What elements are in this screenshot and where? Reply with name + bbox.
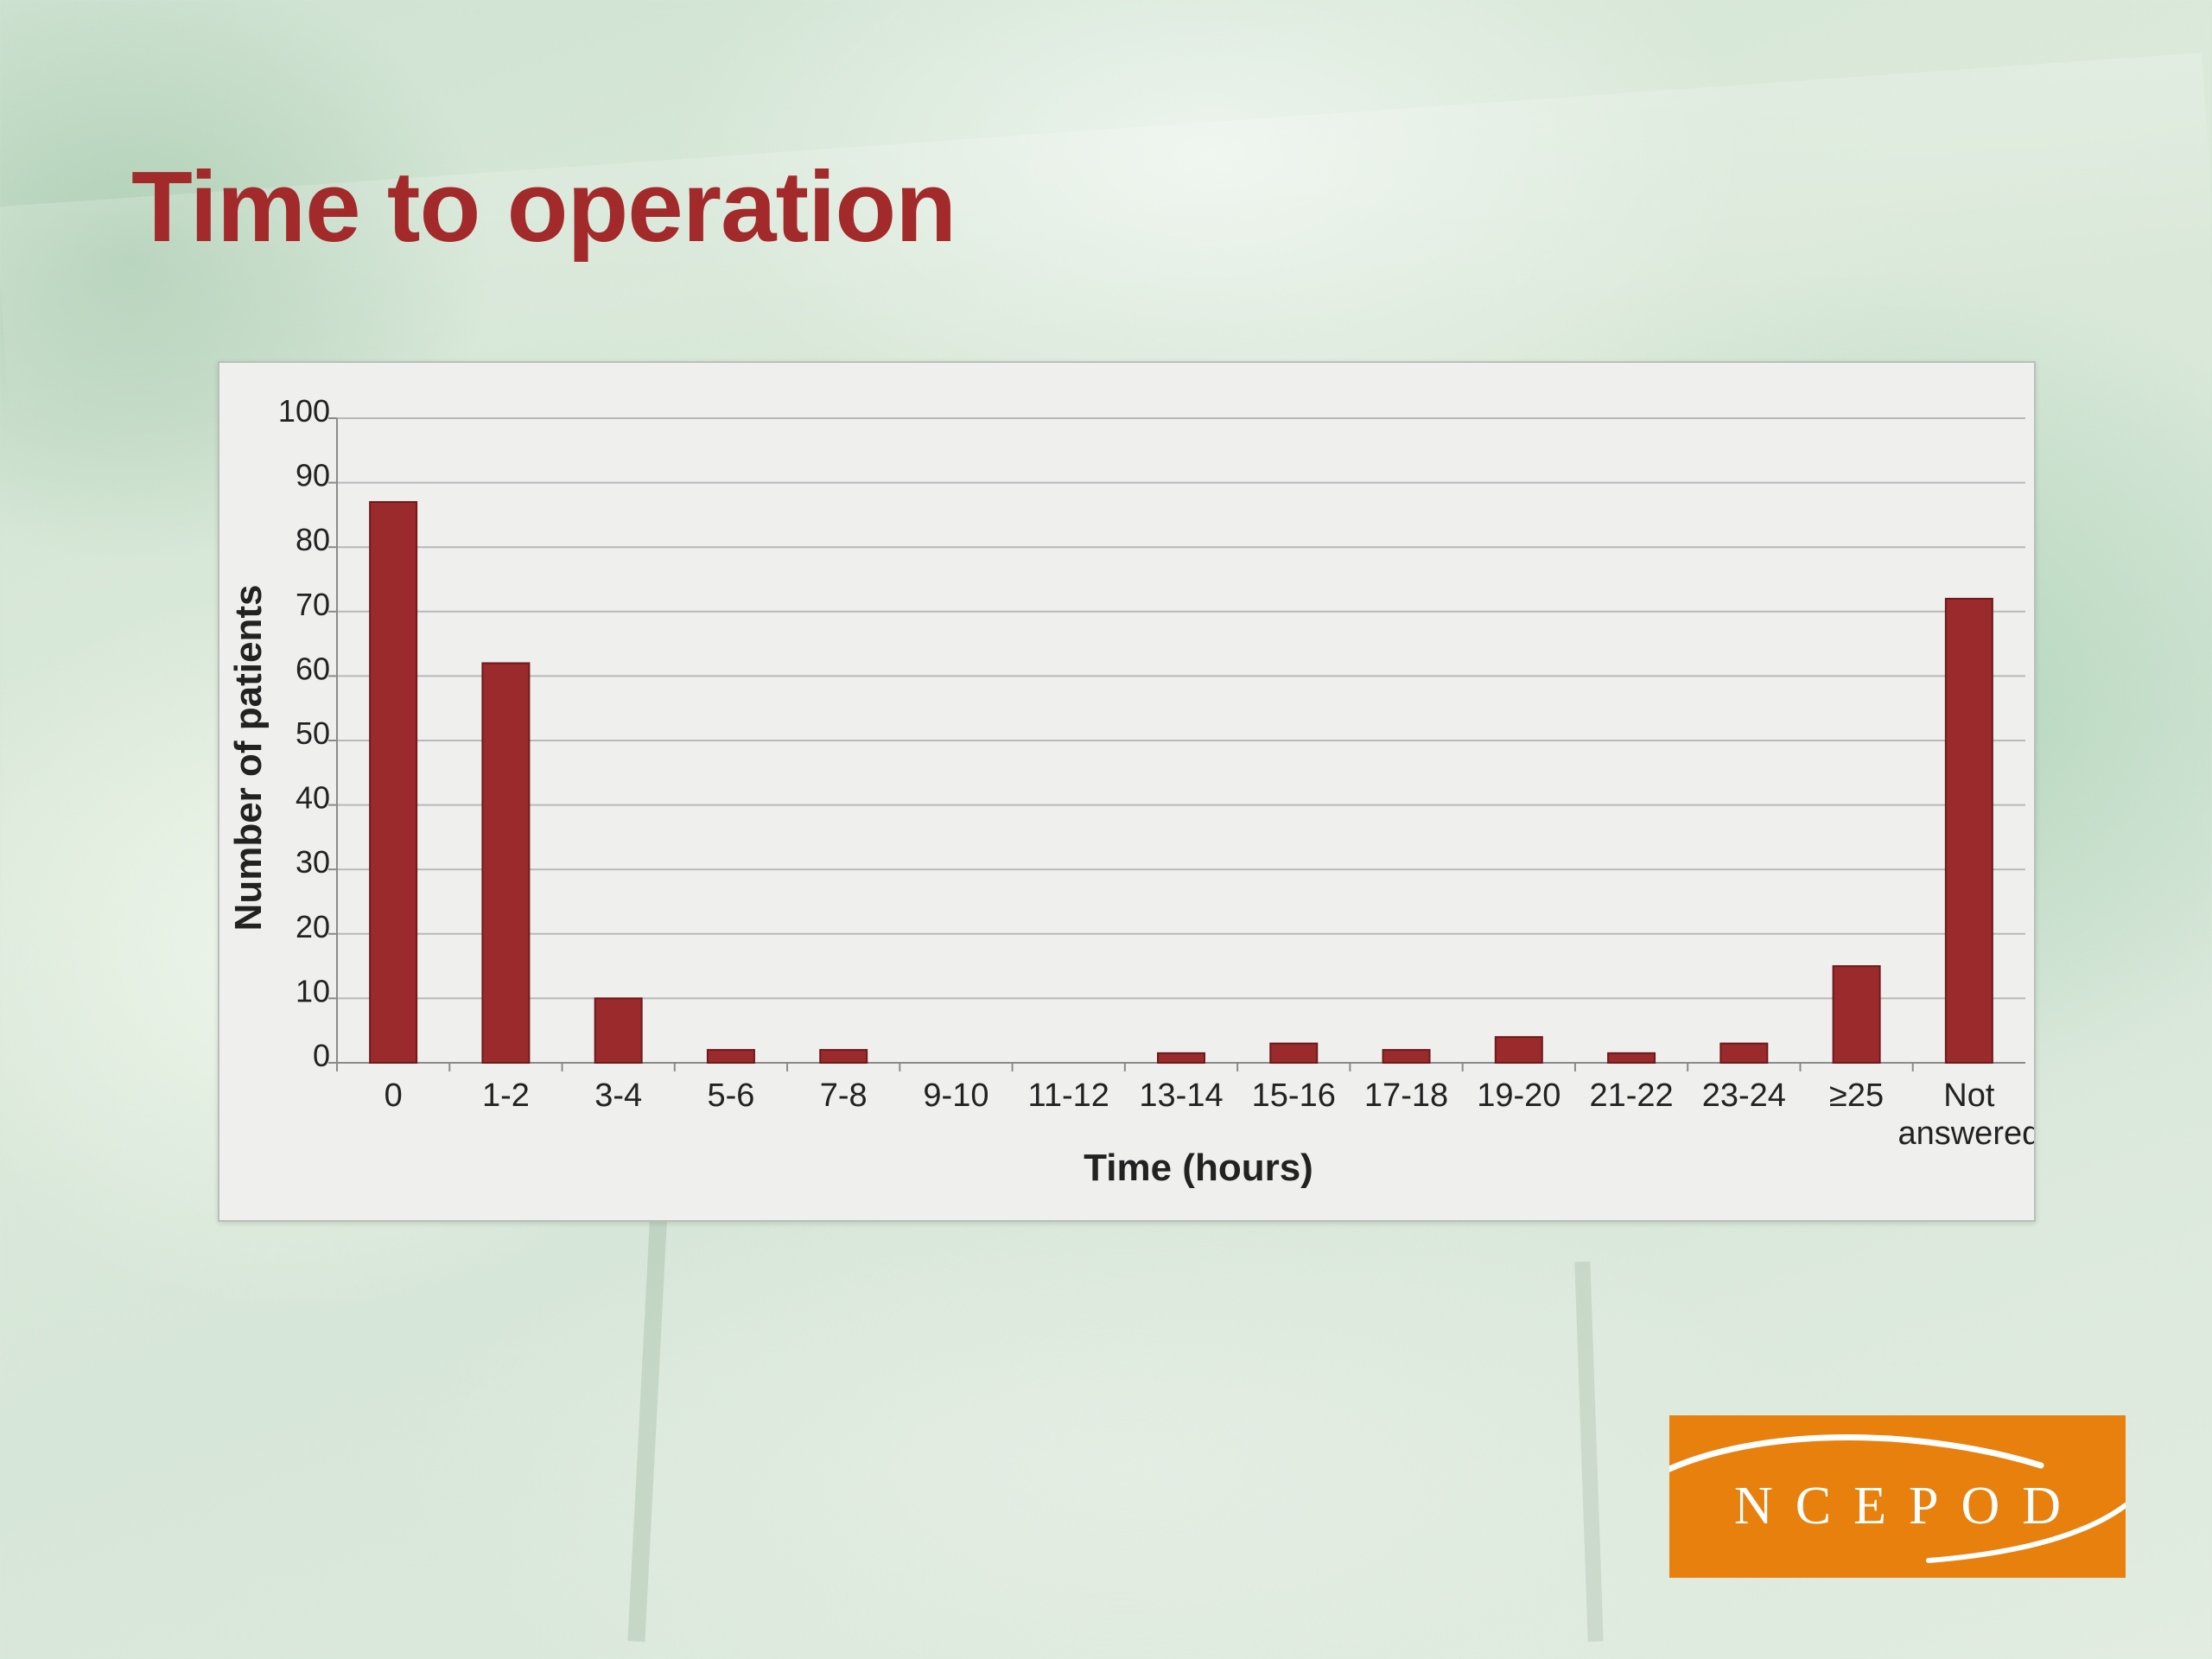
background-pole xyxy=(627,1192,669,1643)
background-pole xyxy=(1574,1261,1604,1643)
bar xyxy=(369,500,418,1065)
x-axis-title: Time (hours) xyxy=(1084,1147,1313,1189)
logo-text: NCEPOD xyxy=(1733,1477,2084,1535)
y-tick-label: 40 xyxy=(296,780,330,816)
x-tick-label: 21-22 xyxy=(1589,1077,1673,1114)
y-tick-label: 10 xyxy=(296,973,330,1008)
bar xyxy=(1944,597,1993,1064)
x-tick-label: 7-8 xyxy=(820,1077,868,1114)
x-tick-label: 1-2 xyxy=(482,1077,530,1114)
logo-swoosh-icon xyxy=(1669,1434,2126,1563)
x-tick-label: 5-6 xyxy=(707,1077,754,1114)
bar xyxy=(1382,1049,1431,1065)
y-tick-label: 30 xyxy=(296,844,330,880)
x-tick-label: ≥25 xyxy=(1829,1077,1884,1114)
bar xyxy=(1494,1036,1543,1064)
y-tick-label: 60 xyxy=(296,651,330,686)
y-tick-label: 50 xyxy=(296,715,330,751)
bar xyxy=(1719,1042,1769,1064)
x-tick-label: 13-14 xyxy=(1139,1077,1223,1114)
bar xyxy=(1832,965,1881,1064)
x-tick-label: Not xyxy=(1943,1077,1995,1114)
x-tick-label: 15-16 xyxy=(1252,1077,1336,1114)
bar xyxy=(819,1049,868,1065)
x-tick-label: 23-24 xyxy=(1702,1077,1786,1114)
x-tick-label: 9-10 xyxy=(923,1077,988,1114)
ncepod-logo: NCEPOD xyxy=(1669,1415,2126,1578)
bar-chart: 0 10 20 30 40 50 60 70 80 90 100 0 1-2 3-4 5-6 7-8 9-10 1… xyxy=(227,393,2034,1189)
x-tick-label: 19-20 xyxy=(1477,1077,1560,1114)
x-tick-label: 17-18 xyxy=(1364,1077,1448,1114)
x-tick-label: 3-4 xyxy=(594,1077,642,1114)
y-tick-label: 90 xyxy=(296,458,330,493)
y-tick-label: 70 xyxy=(296,587,330,622)
bar xyxy=(1269,1042,1319,1064)
y-tick-label: 80 xyxy=(296,522,330,557)
bar xyxy=(1607,1052,1656,1064)
chart-panel: 0 10 20 30 40 50 60 70 80 90 100 0 1-2 3-4 5-6 7-8 9-10 1… xyxy=(218,361,2036,1222)
y-tick-label: 100 xyxy=(278,393,330,429)
y-tick-label: 0 xyxy=(313,1038,330,1073)
slide-title: Time to operation xyxy=(131,150,957,263)
x-tick-label: 0 xyxy=(385,1077,403,1114)
x-tick-label: 11-12 xyxy=(1028,1077,1109,1114)
bar xyxy=(481,662,531,1064)
bar xyxy=(1157,1052,1205,1064)
x-tick-label: answered xyxy=(1897,1116,2034,1152)
y-tick-label: 20 xyxy=(296,909,330,944)
bar xyxy=(706,1049,755,1065)
y-axis-title: Number of patients xyxy=(227,585,270,931)
bar xyxy=(594,997,643,1065)
